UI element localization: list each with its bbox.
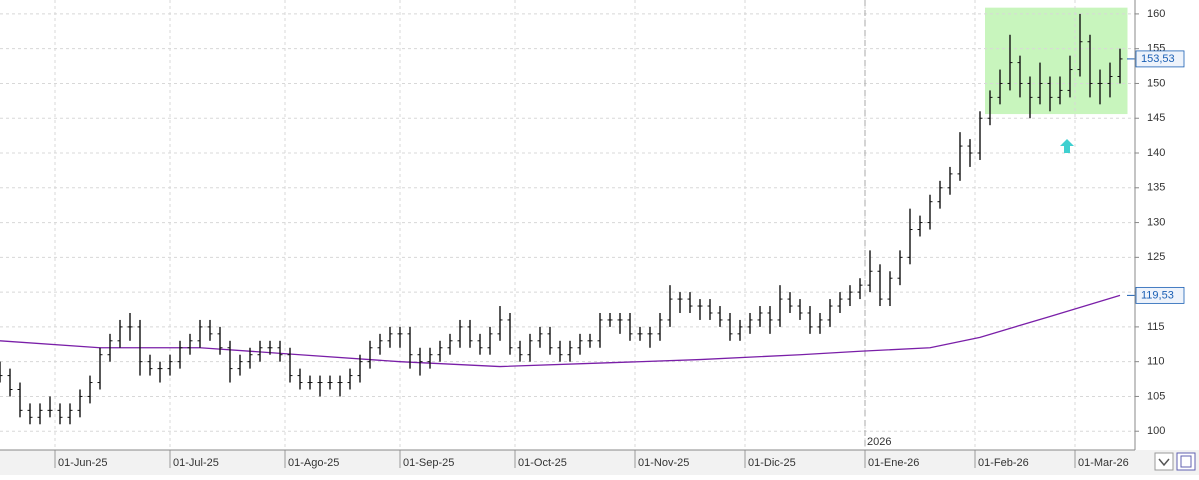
- arrow-icon: [1060, 139, 1074, 153]
- collapse-icon: [1158, 458, 1170, 467]
- save-icon: [1180, 455, 1192, 468]
- y-tick-label: 140: [1147, 147, 1165, 159]
- x-tick-label: 01-Mar-26: [1078, 457, 1129, 469]
- x-tick-label: 01-Ene-26: [868, 457, 919, 469]
- y-tick-label: 115: [1147, 321, 1165, 333]
- y-tick-label: 105: [1147, 390, 1165, 402]
- y-tick-label: 110: [1147, 356, 1165, 368]
- highlight-box: [985, 7, 1128, 115]
- y-tick-label: 100: [1147, 425, 1165, 437]
- x-tick-label: 01-Sep-25: [403, 457, 454, 469]
- y-tick-label: 160: [1147, 8, 1165, 20]
- x-tick-label: 01-Ago-25: [288, 457, 339, 469]
- nav-buttons[interactable]: [1154, 452, 1196, 471]
- x-tick-label: 01-Oct-25: [518, 457, 567, 469]
- x-tick-label: 01-Feb-26: [978, 457, 1029, 469]
- x-tick-label: 01-Jun-25: [58, 457, 108, 469]
- moving-average-line: [0, 294, 1121, 368]
- price-box: [1135, 50, 1185, 68]
- price-box: [1135, 286, 1185, 304]
- x-axis-band: [0, 450, 1199, 475]
- y-tick-label: 130: [1147, 216, 1165, 228]
- year-label: 2026: [867, 436, 891, 448]
- price-label: 153,53: [1141, 53, 1175, 65]
- y-tick-label: 145: [1147, 112, 1165, 124]
- collapse-button[interactable]: [1154, 452, 1174, 471]
- plot-area: [0, 0, 1135, 450]
- x-tick-label: 01-Nov-25: [638, 457, 689, 469]
- price-label: 119,53: [1141, 289, 1174, 301]
- y-tick-label: 135: [1147, 182, 1165, 194]
- x-tick-label: 01-Dic-25: [748, 457, 796, 469]
- y-tick-label: 150: [1147, 77, 1165, 89]
- axes: 1001051101151201251301351401451501551600…: [54, 8, 1185, 469]
- x-tick-label: 01-Jul-25: [173, 457, 219, 469]
- y-tick-label: 125: [1147, 251, 1165, 263]
